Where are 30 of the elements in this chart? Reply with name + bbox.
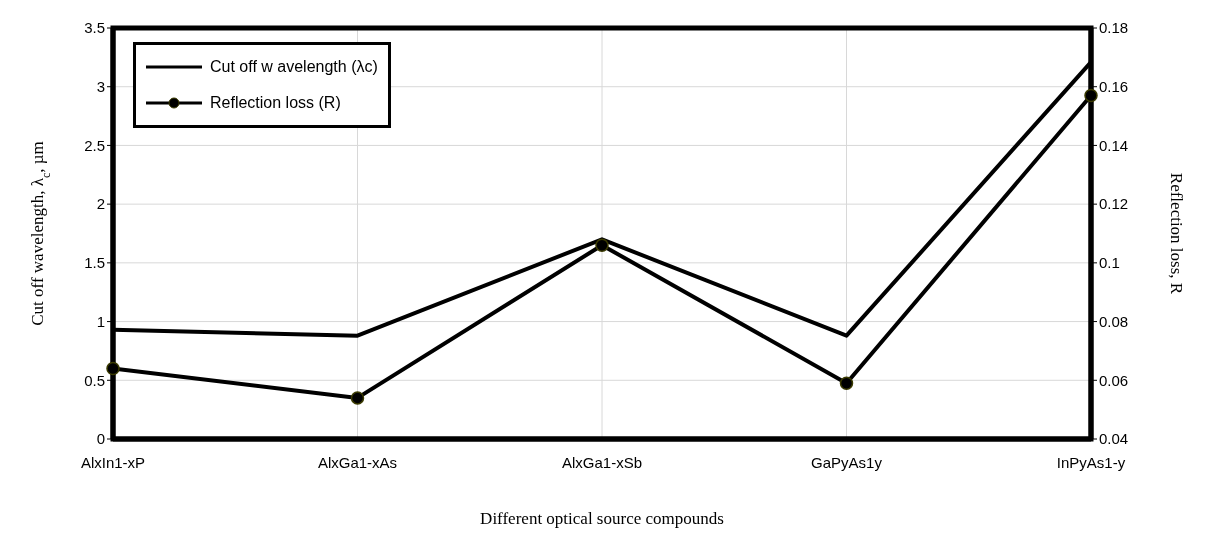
y-tick-label: 1.5 xyxy=(84,254,105,272)
y2-tick-label: 0.08 xyxy=(1099,312,1129,330)
y2-tick-label: 0.1 xyxy=(1099,254,1120,272)
y2-tick-label: 0.18 xyxy=(1099,19,1129,37)
point xyxy=(839,376,854,390)
y2-tick-label: 0.12 xyxy=(1099,195,1129,213)
x-tick-label: GaPyAs1y xyxy=(811,453,883,471)
y-tick-label: 2.5 xyxy=(84,136,105,154)
y2-tick-label: 0.06 xyxy=(1099,371,1129,389)
y2-tick-label: 0.16 xyxy=(1099,78,1129,96)
point xyxy=(595,238,609,252)
y2-tick-label: 0.04 xyxy=(1099,430,1129,448)
legend-label: Reflection loss (R) xyxy=(210,94,341,112)
x-axis-title: Different optical source compounds xyxy=(480,509,724,528)
y-tick-label: 1 xyxy=(96,312,105,330)
y2-tick-label: 0.14 xyxy=(1099,136,1129,154)
y-tick-label: 2 xyxy=(96,195,105,213)
x-tick-label: InPyAs1-y xyxy=(1056,453,1126,471)
legend-label: Cut off w avelength (λc) xyxy=(210,58,378,76)
y2-axis-title: Reflection loss, R xyxy=(1167,172,1186,295)
y-tick-label: 0 xyxy=(96,430,105,448)
y-tick-label: 3.5 xyxy=(84,19,105,37)
point xyxy=(1084,88,1098,103)
y-tick-label: 0.5 xyxy=(84,371,105,389)
x-tick-label: AlxIn1-xP xyxy=(80,453,146,471)
point xyxy=(106,361,120,376)
x-tick-label: AlxGa1-xSb xyxy=(561,453,643,471)
x-tick-label: AlxGa1-xAs xyxy=(317,453,398,471)
point xyxy=(350,391,365,405)
y-tick-label: 3 xyxy=(96,78,105,96)
